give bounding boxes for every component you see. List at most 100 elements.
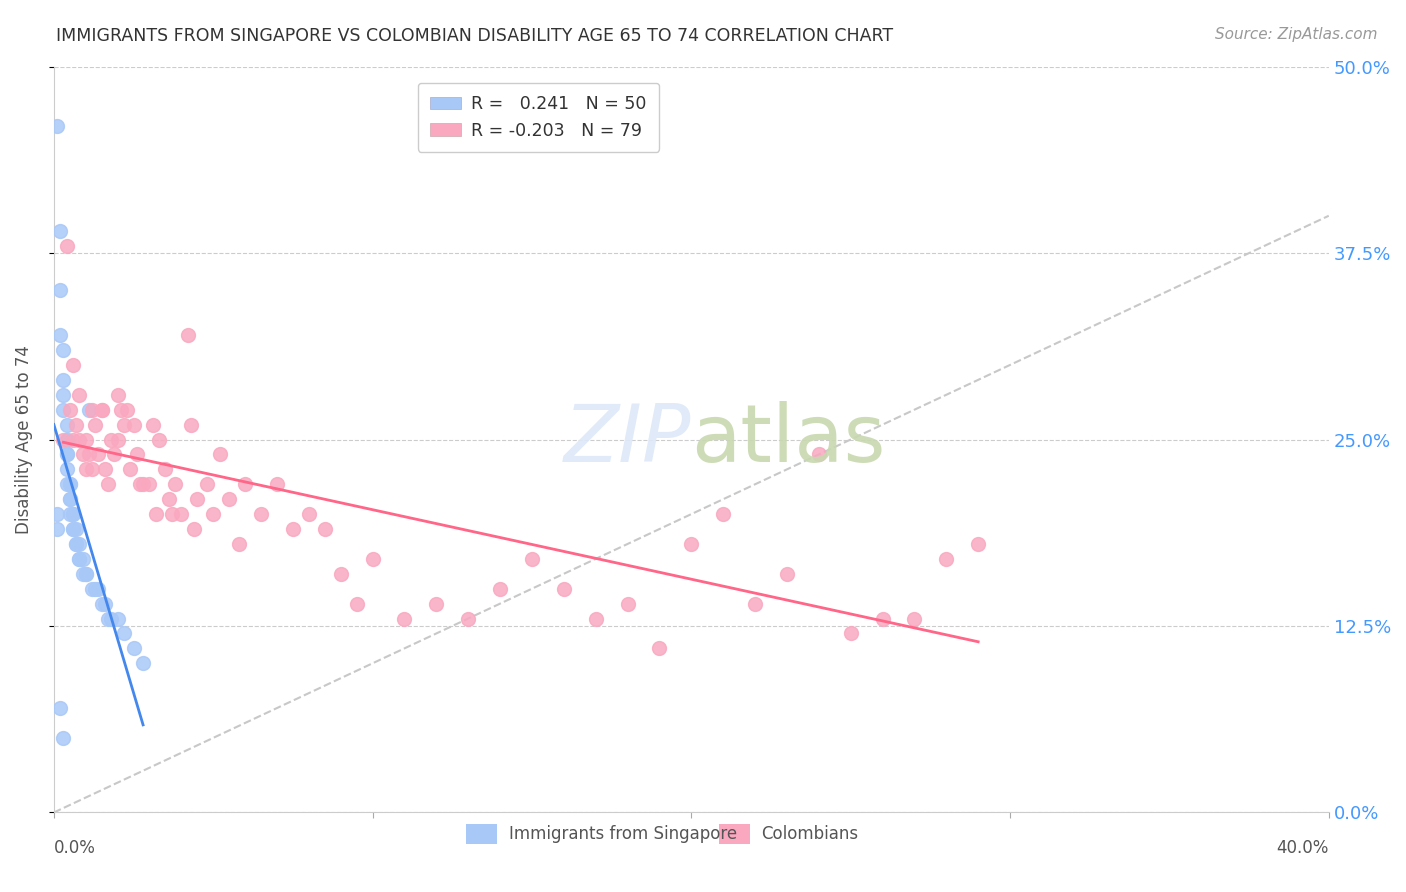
Point xyxy=(807,447,830,461)
Point xyxy=(67,552,90,566)
Point xyxy=(59,492,82,507)
Point xyxy=(281,522,304,536)
Point xyxy=(59,492,82,507)
Point xyxy=(84,582,107,596)
Point xyxy=(72,447,94,461)
Point xyxy=(967,537,990,551)
Point xyxy=(132,657,155,671)
Point xyxy=(160,507,183,521)
Point xyxy=(186,492,208,507)
Point xyxy=(132,477,155,491)
Point xyxy=(59,402,82,417)
Point xyxy=(903,611,925,625)
Point xyxy=(46,522,69,536)
Point xyxy=(122,417,145,432)
Point xyxy=(115,402,138,417)
Point xyxy=(361,552,384,566)
Point xyxy=(65,417,87,432)
Point xyxy=(681,537,703,551)
Point xyxy=(80,462,103,476)
Point xyxy=(59,477,82,491)
Point xyxy=(183,522,205,536)
Text: ZIP: ZIP xyxy=(564,401,692,478)
Point xyxy=(122,641,145,656)
Text: 0.0%: 0.0% xyxy=(53,839,96,857)
Point xyxy=(75,566,97,581)
Point xyxy=(65,522,87,536)
Point xyxy=(208,447,231,461)
Point xyxy=(170,507,193,521)
Point xyxy=(62,358,84,372)
Point xyxy=(163,477,186,491)
Point xyxy=(711,507,734,521)
Point xyxy=(65,537,87,551)
Point xyxy=(839,626,862,640)
Point xyxy=(62,433,84,447)
Point xyxy=(75,462,97,476)
Point xyxy=(776,566,799,581)
Point xyxy=(110,402,132,417)
Point xyxy=(46,120,69,134)
Point xyxy=(298,507,321,521)
Point xyxy=(107,433,129,447)
Point xyxy=(138,477,160,491)
Point xyxy=(55,447,77,461)
Point xyxy=(87,582,110,596)
Point xyxy=(52,388,75,402)
Point xyxy=(616,597,638,611)
Point xyxy=(62,507,84,521)
Point xyxy=(112,626,135,640)
Point xyxy=(648,641,671,656)
Point xyxy=(49,328,72,343)
Point xyxy=(90,402,112,417)
Point xyxy=(75,433,97,447)
Point xyxy=(585,611,607,625)
Point xyxy=(52,373,75,387)
Point xyxy=(120,462,142,476)
Point xyxy=(67,537,90,551)
Point xyxy=(180,417,202,432)
Point xyxy=(59,507,82,521)
Point xyxy=(55,433,77,447)
Point xyxy=(125,447,148,461)
Point xyxy=(46,507,69,521)
Point xyxy=(103,447,125,461)
Point xyxy=(77,447,100,461)
Point xyxy=(80,402,103,417)
Point xyxy=(72,552,94,566)
Point xyxy=(67,552,90,566)
Point xyxy=(346,597,368,611)
Point xyxy=(148,433,170,447)
Point xyxy=(250,507,273,521)
Point xyxy=(90,402,112,417)
Point xyxy=(100,433,122,447)
Point xyxy=(935,552,957,566)
Point xyxy=(94,462,117,476)
Point xyxy=(872,611,894,625)
Point xyxy=(72,566,94,581)
Point xyxy=(62,507,84,521)
Point xyxy=(55,417,77,432)
Point xyxy=(425,597,447,611)
Point xyxy=(100,611,122,625)
Point xyxy=(314,522,336,536)
Point xyxy=(145,507,167,521)
Point xyxy=(77,402,100,417)
Point xyxy=(218,492,240,507)
Point xyxy=(87,447,110,461)
Point xyxy=(128,477,150,491)
Point xyxy=(55,462,77,476)
Point xyxy=(97,477,120,491)
Point xyxy=(49,284,72,298)
Point xyxy=(97,611,120,625)
Point xyxy=(67,388,90,402)
Point xyxy=(155,462,177,476)
Point xyxy=(112,417,135,432)
Point xyxy=(55,238,77,252)
Point xyxy=(177,328,200,343)
Point xyxy=(520,552,543,566)
Text: Colombians: Colombians xyxy=(762,825,859,843)
Point xyxy=(84,417,107,432)
Point xyxy=(49,701,72,715)
Y-axis label: Disability Age 65 to 74: Disability Age 65 to 74 xyxy=(15,345,32,534)
